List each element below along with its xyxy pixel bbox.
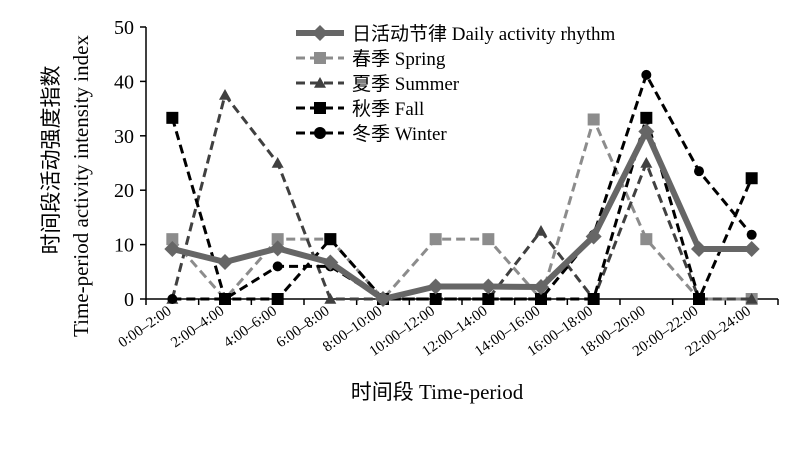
data-point (480, 278, 497, 295)
legend-item-3: 秋季 Fall (296, 98, 424, 120)
x-axis-title: 时间段 Time-period (351, 380, 524, 404)
data-point (166, 111, 179, 124)
legend-item-4: 冬季 Winter (296, 123, 447, 145)
data-point (691, 240, 707, 257)
legend-label: 秋季 Fall (352, 98, 424, 120)
series-0 (164, 123, 760, 307)
data-point (587, 293, 600, 305)
data-point (482, 233, 495, 246)
x-tick-label: 2:00–4:00 (168, 303, 227, 351)
legend-label: 冬季 Winter (352, 123, 447, 145)
legend-item-2: 夏季 Summer (296, 73, 460, 95)
legend-label: 春季 Spring (352, 48, 446, 70)
data-point (641, 69, 652, 80)
series-4 (167, 69, 757, 304)
data-point (640, 233, 653, 246)
data-point (746, 229, 757, 240)
series-layer (164, 69, 760, 307)
y-tick-label: 50 (114, 17, 134, 39)
data-point (271, 233, 284, 246)
series-line (172, 73, 753, 301)
data-point (640, 111, 653, 124)
legend-item-1: 春季 Spring (296, 48, 446, 70)
y-tick-label: 20 (114, 180, 134, 202)
data-point (587, 113, 600, 126)
y-tick-label: 40 (114, 71, 134, 93)
data-point (219, 89, 231, 100)
series-line (171, 128, 752, 302)
data-point (164, 240, 181, 257)
y-tick-label: 30 (114, 126, 134, 148)
data-point (483, 294, 494, 304)
data-point (427, 278, 444, 295)
data-point (167, 294, 178, 304)
legend-label: 夏季 Summer (352, 73, 460, 95)
data-point (272, 261, 283, 272)
legend-marker (314, 127, 326, 139)
data-point (269, 240, 286, 257)
data-point (536, 294, 546, 304)
legend-marker (314, 102, 326, 114)
legend-marker (312, 25, 328, 41)
y-axis-title-zh: 时间段活动强度指数 (39, 66, 63, 255)
data-point (429, 233, 442, 246)
data-point (745, 293, 758, 304)
series-line (170, 93, 752, 301)
data-point (638, 123, 655, 140)
legend-marker (314, 77, 326, 88)
x-tick-label: 4:00–6:00 (221, 303, 280, 351)
data-point (430, 294, 441, 304)
data-point (217, 254, 233, 271)
series-1 (166, 113, 758, 305)
legend-item-0: 日活动节律 Daily activity rhythm (296, 23, 616, 45)
data-point (322, 254, 339, 271)
data-point (693, 293, 705, 305)
y-tick-label: 0 (124, 289, 134, 311)
data-point (271, 293, 284, 305)
legend: 日活动节律 Daily activity rhythm 春季 Spring 夏季 S… (296, 23, 616, 145)
data-point (271, 157, 284, 168)
data-point (745, 172, 758, 185)
data-point (324, 233, 337, 246)
data-point (533, 279, 549, 296)
axes: 010203040500:00–2:002:00–4:004:00–6:006:… (114, 17, 779, 360)
data-point (535, 225, 547, 236)
data-point (166, 233, 179, 246)
series-2 (166, 89, 758, 304)
data-point (324, 293, 337, 304)
data-point (640, 157, 653, 168)
legend-marker (314, 52, 326, 64)
data-point (220, 294, 230, 304)
data-point (375, 291, 391, 307)
series-3 (166, 111, 758, 305)
data-point (585, 228, 602, 245)
legend-label: 日活动节律 Daily activity rhythm (352, 23, 616, 45)
data-point (743, 240, 760, 257)
data-point (694, 166, 704, 177)
y-axis-title-en: Time-period activity intensity index (69, 35, 93, 337)
y-tick-label: 10 (114, 235, 134, 257)
